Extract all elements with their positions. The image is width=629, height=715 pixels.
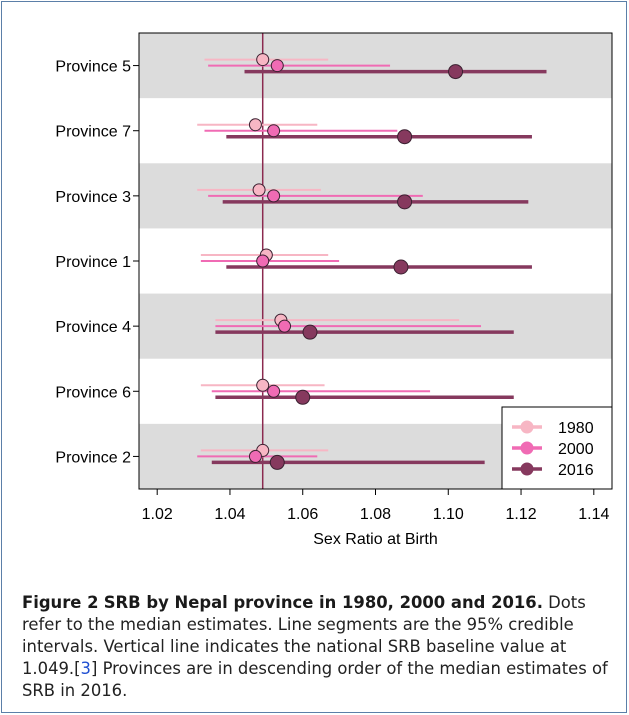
median-dot-2016 bbox=[448, 64, 464, 80]
median-dot-2016 bbox=[397, 194, 413, 210]
legend-label: 2016 bbox=[558, 462, 594, 479]
legend-swatch-dot-2000 bbox=[520, 441, 534, 455]
y-tick-label: Province 2 bbox=[55, 449, 131, 466]
median-dot-2016 bbox=[295, 389, 311, 405]
caption-text-2: ] Provinces are in descending order of t… bbox=[22, 659, 608, 700]
x-tick-label: 1.12 bbox=[505, 506, 536, 523]
median-dot-2000 bbox=[278, 319, 292, 333]
median-dot-2016 bbox=[302, 324, 318, 340]
legend-swatch-dot-1980 bbox=[520, 420, 534, 434]
median-dot-1980 bbox=[248, 118, 262, 132]
figure-caption: Figure 2 SRB by Nepal province in 1980, … bbox=[22, 592, 622, 702]
x-axis-label: Sex Ratio at Birth bbox=[313, 531, 438, 548]
x-tick-label: 1.04 bbox=[214, 506, 245, 523]
x-tick-label: 1.06 bbox=[287, 506, 318, 523]
median-dot-2016 bbox=[269, 454, 285, 470]
median-dot-1980 bbox=[256, 378, 270, 392]
caption-label: Figure 2 bbox=[22, 593, 99, 612]
median-dot-2016 bbox=[393, 259, 409, 275]
caption-title: SRB by Nepal province in 1980, 2000 and … bbox=[103, 593, 543, 612]
citation-link[interactable]: 3 bbox=[80, 659, 91, 678]
y-tick-label: Province 6 bbox=[55, 384, 131, 401]
median-dot-2000 bbox=[256, 254, 270, 268]
caption-text-1: Dots refer to the median estimates. Line… bbox=[22, 593, 586, 678]
median-dot-2000 bbox=[267, 189, 281, 203]
y-tick-label: Province 7 bbox=[55, 124, 131, 141]
median-dot-2000 bbox=[248, 449, 262, 463]
y-tick-label: Province 4 bbox=[55, 319, 131, 336]
median-dot-2000 bbox=[270, 59, 284, 73]
x-tick-label: 1.10 bbox=[433, 506, 464, 523]
median-dot-2000 bbox=[267, 384, 281, 398]
median-dot-1980 bbox=[256, 53, 270, 67]
y-tick-label: Province 5 bbox=[55, 59, 131, 76]
legend-label: 1980 bbox=[558, 420, 594, 437]
x-tick-label: 1.08 bbox=[360, 506, 391, 523]
median-dot-2016 bbox=[397, 129, 413, 145]
x-tick-label: 1.14 bbox=[578, 506, 609, 523]
y-tick-label: Province 1 bbox=[55, 254, 131, 271]
x-tick-label: 1.02 bbox=[142, 506, 173, 523]
median-dot-2000 bbox=[267, 124, 281, 138]
y-tick-label: Province 3 bbox=[55, 189, 131, 206]
legend-swatch-dot-2016 bbox=[520, 462, 534, 476]
legend-label: 2000 bbox=[558, 441, 594, 458]
srb-chart: Province 5 Province 7 Province 3 Province 1… bbox=[55, 32, 613, 548]
median-dot-1980 bbox=[252, 183, 266, 197]
